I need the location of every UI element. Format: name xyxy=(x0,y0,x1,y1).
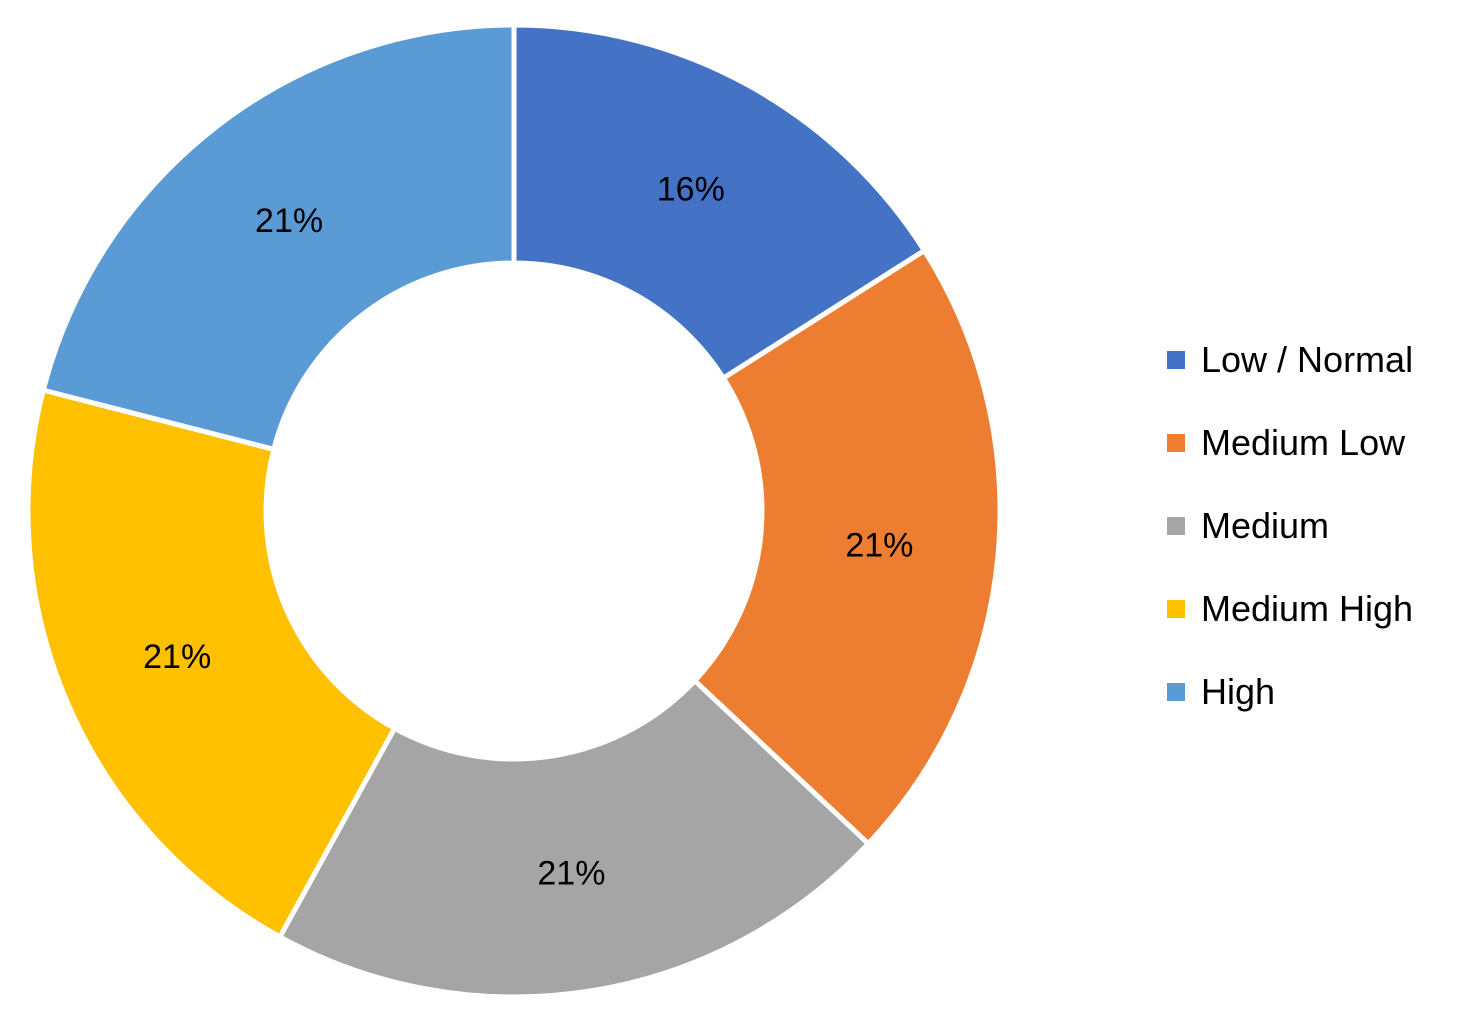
donut-slice-high xyxy=(40,22,517,452)
donut-slice-medium-low xyxy=(692,248,1003,847)
donut-slices xyxy=(25,22,1003,1000)
legend-item-low-normal: Low / Normal xyxy=(1167,318,1457,401)
legend-label: Low / Normal xyxy=(1201,338,1414,380)
donut-slice-medium xyxy=(277,678,871,1000)
donut-data-labels: 16% 21% 21% 21% 21% xyxy=(143,170,913,892)
legend-item-medium-high: Medium High xyxy=(1167,567,1457,650)
legend: Low / Normal Medium Low Medium Medium Hi… xyxy=(1167,318,1457,733)
legend-label: Medium xyxy=(1201,504,1330,546)
legend-swatch xyxy=(1167,350,1185,369)
legend-item-medium-low: Medium Low xyxy=(1167,401,1457,484)
legend-label: Medium High xyxy=(1201,587,1414,629)
legend-swatch xyxy=(1167,599,1185,618)
donut-slice-low-normal xyxy=(511,22,927,381)
data-label: 16% xyxy=(657,170,725,208)
legend-swatch xyxy=(1167,682,1185,701)
legend-swatch xyxy=(1167,516,1185,535)
legend-label: Medium Low xyxy=(1201,421,1406,463)
donut-slice-medium-high xyxy=(25,387,398,940)
legend-item-medium: Medium xyxy=(1167,484,1457,567)
data-label: 21% xyxy=(255,202,323,240)
legend-label: High xyxy=(1201,670,1276,712)
data-label: 21% xyxy=(845,527,913,565)
legend-item-high: High xyxy=(1167,650,1457,733)
data-label: 21% xyxy=(143,638,211,676)
data-label: 21% xyxy=(537,854,605,892)
legend-swatch xyxy=(1167,433,1185,452)
